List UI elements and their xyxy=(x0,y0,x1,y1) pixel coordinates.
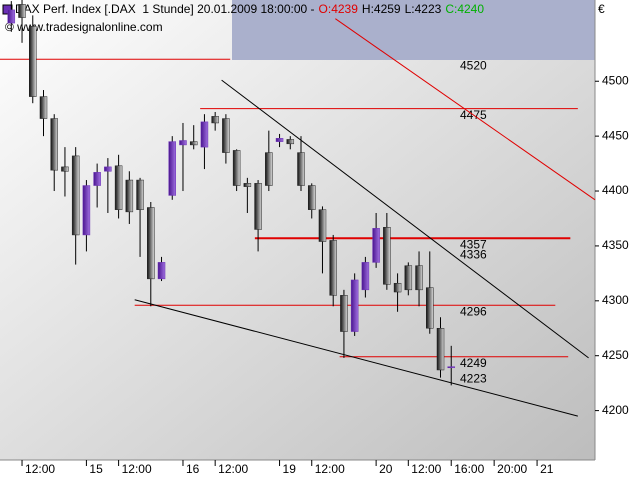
y-tick-label: 4450 xyxy=(602,128,629,142)
candle-body xyxy=(372,228,380,263)
candle-body xyxy=(7,9,16,24)
x-tick-label: 20:00 xyxy=(497,462,527,476)
annotation: 4336 xyxy=(460,247,487,261)
candle-body xyxy=(71,155,80,236)
x-tick-label: 20 xyxy=(379,462,393,476)
candle-body xyxy=(147,207,155,280)
x-tick-label: 12:00 xyxy=(315,462,345,476)
x-tick-label: 19 xyxy=(283,462,297,476)
candle-body xyxy=(447,366,455,369)
candle-body xyxy=(104,166,112,172)
candle-body xyxy=(82,185,91,236)
candle-body xyxy=(415,265,423,291)
candle-body xyxy=(125,179,134,213)
level-label: 4296 xyxy=(460,304,487,318)
candle-body xyxy=(307,185,316,210)
candle-body xyxy=(426,287,434,329)
level-label: 4520 xyxy=(460,58,487,72)
candle-body xyxy=(211,116,219,124)
candle-body xyxy=(61,166,69,172)
header-ohlc: O:4239 xyxy=(319,2,359,16)
candle-body xyxy=(222,118,230,153)
candle-body xyxy=(265,152,273,186)
header-title: DAX Perf. Index [.DAX 1 Stunde] 20.01.20… xyxy=(15,2,315,16)
candle-body xyxy=(18,4,26,18)
candle-body xyxy=(329,240,337,296)
candle-body xyxy=(114,165,123,210)
candle-body xyxy=(29,26,37,97)
candle-body xyxy=(350,279,359,332)
trendline xyxy=(335,18,596,201)
candle-body xyxy=(168,141,176,196)
x-tick-label: 12:00 xyxy=(25,462,55,476)
x-tick-label: 16:00 xyxy=(454,462,484,476)
candle-body xyxy=(50,118,58,171)
legend-icon xyxy=(2,4,13,15)
candle-body xyxy=(297,152,305,186)
level-label: 4249 xyxy=(460,356,487,370)
y-tick-label: 4500 xyxy=(602,73,629,87)
candle-body xyxy=(393,282,402,293)
candle-body xyxy=(179,140,187,146)
trendline xyxy=(221,79,589,359)
x-tick-label: 15 xyxy=(89,462,103,476)
x-tick-label: 12:00 xyxy=(218,462,248,476)
candle-body xyxy=(243,183,252,187)
candle-body xyxy=(157,262,166,280)
candle-body xyxy=(286,139,295,145)
y-tick-label: 4350 xyxy=(602,238,629,252)
x-tick-label: 16 xyxy=(186,462,200,476)
y-tick-label: 4250 xyxy=(602,348,629,362)
candle-body xyxy=(404,265,413,291)
shaded-zone xyxy=(232,0,595,60)
annotation: 4223 xyxy=(460,372,487,386)
header-ohlc: C:4240 xyxy=(445,2,484,16)
header-ohlc: L:4223 xyxy=(405,2,442,16)
plot-area xyxy=(0,0,595,460)
x-tick-label: 12:00 xyxy=(122,462,152,476)
header-ohlc: H:4259 xyxy=(362,2,401,16)
candle-body xyxy=(232,150,241,186)
credit: © www.tradesignalonline.com xyxy=(5,20,163,34)
candle-body xyxy=(361,262,370,291)
y-tick-label: 4200 xyxy=(602,403,629,417)
y-tick-label: 4400 xyxy=(602,183,629,197)
trendline xyxy=(134,299,578,417)
candle-body xyxy=(200,121,209,148)
currency: € xyxy=(598,2,605,16)
candle-body xyxy=(318,209,327,242)
candle-body xyxy=(340,295,348,332)
x-tick-label: 12:00 xyxy=(411,462,441,476)
candle-body xyxy=(189,141,198,146)
y-tick-label: 4300 xyxy=(602,293,629,307)
candle-body xyxy=(136,179,144,210)
level-label: 4357 xyxy=(460,237,487,251)
header: DAX Perf. Index [.DAX 1 Stunde] 20.01.20… xyxy=(15,2,484,16)
candle-body xyxy=(275,138,284,142)
x-tick-label: 21 xyxy=(540,462,554,476)
candle-body xyxy=(93,172,101,186)
candle-body xyxy=(383,227,391,285)
candle-body xyxy=(436,328,445,371)
candle-body xyxy=(39,96,48,119)
candle-body xyxy=(254,183,262,230)
